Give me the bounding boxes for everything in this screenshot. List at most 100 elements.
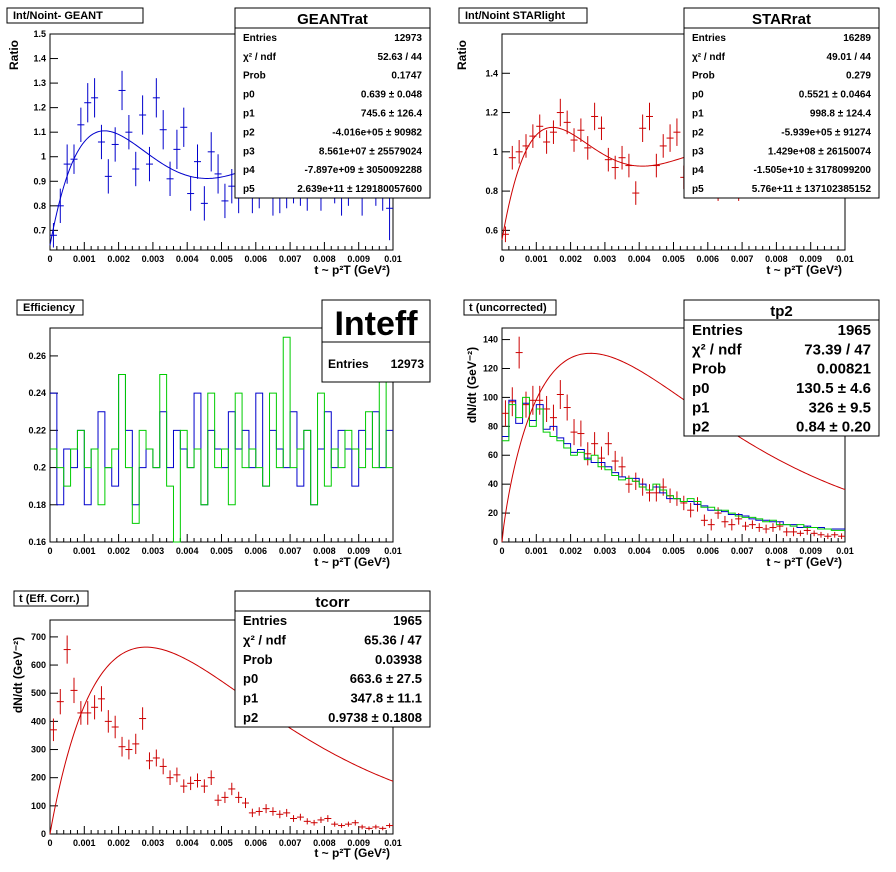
panel-3-xlabel: t ~ p²T (GeV²) <box>766 555 842 569</box>
data-point <box>632 181 640 205</box>
stats-row-value: -1.505e+10 ± 3178099200 <box>753 165 871 176</box>
stats-row-value: 1965 <box>838 322 871 339</box>
y-tick-label: 600 <box>31 660 46 670</box>
data-point <box>379 826 387 831</box>
stats-row-label: p1 <box>243 691 258 706</box>
data-point <box>248 808 256 818</box>
panel-0-title: Int/Noint- GEANT <box>13 10 103 22</box>
data-point <box>125 115 133 150</box>
y-tick-label: 0.7 <box>33 225 46 235</box>
stats-row-value: -5.939e+05 ± 91274 <box>781 127 871 138</box>
data-point <box>166 770 174 786</box>
y-tick-label: 100 <box>31 801 46 811</box>
data-point <box>173 129 181 169</box>
data-point <box>193 773 201 788</box>
x-tick-label: 0.001 <box>525 546 548 556</box>
panel-4-plot: 0 0.001 0.002 0.003 0.004 0.005 0.006 0.007 0.00… <box>31 590 431 848</box>
stats-row-label: Prob <box>243 71 266 82</box>
data-point <box>776 521 784 531</box>
data-point <box>543 395 551 422</box>
data-point <box>645 102 653 131</box>
stats-row-label: p1 <box>243 109 255 120</box>
data-point <box>597 446 605 470</box>
x-tick-label: 0.008 <box>765 546 788 556</box>
hist-series-2 <box>502 396 845 531</box>
data-point <box>152 78 160 118</box>
data-point <box>358 824 366 830</box>
data-point <box>365 826 373 831</box>
x-tick-label: 0.005 <box>210 838 233 848</box>
x-tick-label: 0.006 <box>245 254 268 264</box>
data-point <box>193 144 201 179</box>
x-tick-label: 0.001 <box>525 254 548 264</box>
stats-row-value: 73.39 / 47 <box>804 341 871 358</box>
x-tick-label: 0.009 <box>799 254 822 264</box>
y-tick-label: 40 <box>488 479 498 489</box>
data-point <box>139 95 147 135</box>
stats-row-label: χ² / ndf <box>243 633 287 648</box>
panel-2-xlabel: t ~ p²T (GeV²) <box>314 555 390 569</box>
stats-row-label: p3 <box>243 146 255 157</box>
stats-row-value: 52.63 / 44 <box>378 52 423 63</box>
y-tick-label: 80 <box>488 421 498 431</box>
x-tick-label: 0.005 <box>662 546 685 556</box>
stats-title: GEANTrat <box>297 11 368 28</box>
x-tick-label: 0.01 <box>384 546 402 556</box>
data-point <box>139 707 147 730</box>
data-point <box>728 518 736 531</box>
stats-row-value: -7.897e+09 ± 3050092288 <box>304 165 422 176</box>
data-point <box>522 391 530 418</box>
data-point <box>242 797 250 809</box>
data-point <box>556 380 564 409</box>
data-point <box>84 701 92 725</box>
hist-series-1 <box>50 336 393 543</box>
x-tick-label: 0.01 <box>384 254 402 264</box>
data-point <box>132 151 140 187</box>
data-point <box>639 114 647 142</box>
stats-row-value: -4.016e+05 ± 90982 <box>332 127 422 138</box>
data-point <box>563 394 571 421</box>
y-tick-label: 1.2 <box>33 103 46 113</box>
data-point <box>611 450 619 472</box>
x-tick-label: 0 <box>47 546 52 556</box>
x-tick-label: 0.008 <box>313 838 336 848</box>
x-tick-label: 0.008 <box>313 546 336 556</box>
data-point <box>276 810 284 819</box>
data-point <box>200 779 208 793</box>
data-point <box>501 400 509 427</box>
data-point <box>563 110 571 135</box>
x-tick-label: 0.004 <box>176 546 199 556</box>
y-tick-label: 0.8 <box>485 186 498 196</box>
data-point <box>351 819 359 826</box>
x-tick-label: 0.003 <box>142 546 165 556</box>
panel-2-title-box <box>16 299 84 316</box>
stats-box: Inteff Entries 12973 <box>321 299 431 383</box>
data-point <box>536 114 544 139</box>
data-point <box>611 155 619 180</box>
data-point <box>214 794 222 806</box>
data-point <box>673 118 681 146</box>
data-point <box>235 791 243 804</box>
x-tick-label: 0.007 <box>279 254 302 264</box>
x-tick-label: 0.002 <box>559 546 582 556</box>
stats-row-label: Entries <box>243 33 277 44</box>
data-point <box>159 110 167 150</box>
data-point <box>508 387 516 417</box>
y-tick-label: 0 <box>41 829 46 839</box>
stats-row-label: Entries <box>243 613 287 628</box>
data-point <box>666 124 674 152</box>
data-point <box>817 531 825 538</box>
stats-row-value: 0.03938 <box>375 652 422 667</box>
data-point <box>84 83 92 123</box>
stats-row-value: 998.8 ± 124.4 <box>810 109 872 120</box>
stats-row-value: 0.639 ± 0.048 <box>361 90 423 101</box>
stats-row-value: 0.5521 ± 0.0464 <box>799 90 872 101</box>
data-point <box>166 161 174 196</box>
x-tick-label: 0.01 <box>384 838 402 848</box>
x-tick-label: 0.001 <box>73 254 96 264</box>
x-tick-label: 0.005 <box>662 254 685 264</box>
data-point <box>838 533 846 540</box>
x-tick-label: 0.007 <box>731 254 754 264</box>
data-point <box>56 688 64 715</box>
data-point <box>796 530 804 537</box>
